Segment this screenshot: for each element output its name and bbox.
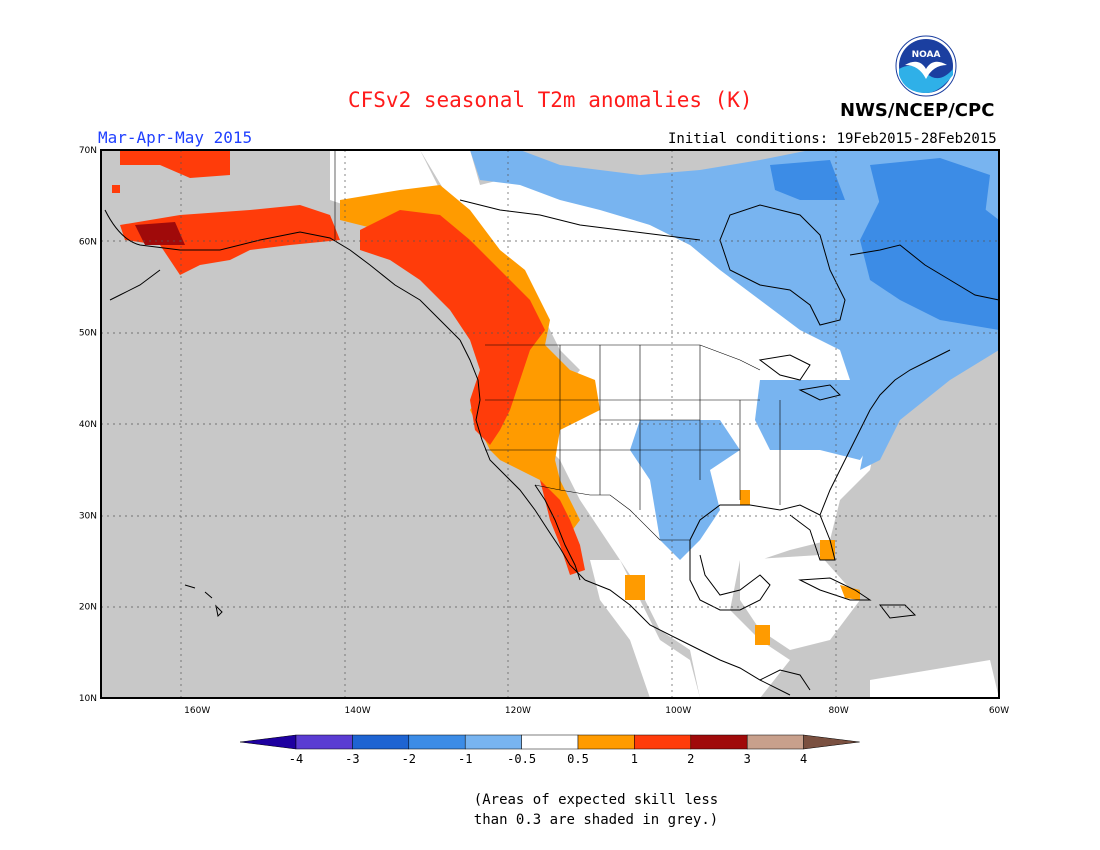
legend-swatch bbox=[295, 734, 353, 750]
latitude-label: 50N bbox=[79, 329, 97, 339]
legend-swatch bbox=[352, 734, 410, 750]
political-boundaries bbox=[334, 150, 781, 541]
legend-tick-label: -1 bbox=[458, 752, 472, 766]
cool-anomaly-region bbox=[770, 160, 845, 200]
noaa-logo-text: NOAA bbox=[912, 50, 941, 60]
latitude-label: 20N bbox=[79, 603, 97, 613]
legend-swatch bbox=[577, 734, 635, 750]
legend-tick-label: 3 bbox=[744, 752, 751, 766]
strong-warm-anomaly-region bbox=[540, 480, 585, 575]
initial-conditions-label: Initial conditions: 19Feb2015-28Feb2015 bbox=[668, 131, 997, 147]
longitude-label: 100W bbox=[665, 706, 691, 716]
legend-tick-label: -4 bbox=[289, 752, 303, 766]
arctic-coast bbox=[459, 199, 701, 241]
legend-tick-label: 2 bbox=[687, 752, 694, 766]
legend-tick-label: -0.5 bbox=[507, 752, 536, 766]
great-lakes bbox=[758, 354, 841, 401]
yucatan bbox=[689, 540, 771, 611]
legend-swatch bbox=[464, 734, 522, 750]
map-frame bbox=[100, 149, 1000, 699]
legend-tick-label: 4 bbox=[800, 752, 807, 766]
near-normal-region bbox=[590, 560, 700, 698]
warm-anomaly-region bbox=[755, 625, 770, 645]
cool-anomaly-region bbox=[860, 190, 999, 330]
latitude-label: 30N bbox=[79, 511, 97, 521]
legend-tick-label: 0.5 bbox=[567, 752, 589, 766]
legend-tick-label: 1 bbox=[631, 752, 638, 766]
legend-swatch bbox=[634, 734, 692, 750]
warm-anomaly-region bbox=[625, 575, 645, 600]
central-america bbox=[759, 669, 811, 691]
latitude-label: 70N bbox=[79, 146, 97, 156]
agency-label: NWS/NCEP/CPC bbox=[840, 100, 995, 121]
legend-tick-label: -3 bbox=[345, 752, 359, 766]
hispaniola bbox=[878, 604, 917, 619]
legend-swatch bbox=[746, 734, 804, 750]
longitude-label: 160W bbox=[184, 706, 210, 716]
legend-swatch bbox=[408, 734, 466, 750]
legend-color-bar bbox=[239, 734, 860, 750]
longitude-label: 120W bbox=[505, 706, 531, 716]
baja-coast bbox=[534, 484, 581, 581]
longitude-labels: 160W 140W 120W 100W 80W 60W bbox=[184, 706, 1009, 716]
latitude-label: 60N bbox=[79, 237, 97, 247]
strong-warm-anomaly-region bbox=[112, 185, 120, 193]
footnote-line-1: (Areas of expected skill less bbox=[473, 792, 719, 808]
longitude-label: 80W bbox=[828, 706, 848, 716]
legend-tick-labels: -4 -3 -2 -1 -0.5 0.5 1 2 3 4 bbox=[289, 752, 807, 766]
labrador-coast bbox=[849, 244, 1000, 301]
latitude-label: 10N bbox=[79, 694, 97, 704]
longitude-label: 140W bbox=[345, 706, 371, 716]
mexico-pacific bbox=[584, 579, 791, 696]
hawaii bbox=[184, 584, 223, 618]
east-coast bbox=[819, 349, 951, 516]
strong-warm-anomaly-region bbox=[120, 150, 230, 178]
us-canada-border bbox=[485, 344, 761, 371]
near-normal-region bbox=[870, 660, 999, 698]
legend-arrow-high bbox=[803, 734, 860, 750]
season-label: Mar-Apr-May 2015 bbox=[98, 128, 253, 147]
map-title: CFSv2 seasonal T2m anomalies (K) bbox=[348, 88, 753, 112]
hudson-bay bbox=[719, 204, 846, 326]
warm-anomaly-region bbox=[340, 185, 600, 540]
strong-warm-anomaly-region bbox=[360, 210, 545, 445]
pacific-coast bbox=[459, 339, 586, 581]
anomaly-shading bbox=[112, 150, 999, 698]
cool-anomaly-region bbox=[755, 380, 880, 460]
alaska-coast bbox=[104, 209, 461, 341]
very-strong-warm-anomaly-region bbox=[135, 222, 185, 245]
noaa-logo: NOAA bbox=[895, 35, 957, 97]
legend-tick-label: -2 bbox=[402, 752, 416, 766]
legend-swatch bbox=[521, 734, 579, 750]
warm-anomaly-region bbox=[840, 585, 860, 600]
cool-anomaly-region bbox=[630, 420, 740, 560]
state-lines bbox=[485, 345, 781, 510]
latitude-label: 40N bbox=[79, 420, 97, 430]
footnote-line-2: than 0.3 are shaded in grey.) bbox=[473, 812, 719, 828]
coastlines bbox=[104, 199, 1000, 696]
graticule bbox=[101, 150, 999, 698]
longitude-label: 60W bbox=[989, 706, 1009, 716]
gulf-coast bbox=[689, 504, 836, 561]
legend-swatch bbox=[690, 734, 748, 750]
cool-anomaly-region bbox=[870, 158, 990, 220]
latitude-labels: 70N 60N 50N 40N 30N 20N 10N bbox=[79, 146, 97, 704]
warm-anomaly-region bbox=[740, 490, 750, 505]
legend-arrow-low bbox=[239, 734, 297, 750]
cuba bbox=[798, 577, 872, 601]
alaska-peninsula bbox=[109, 269, 161, 301]
